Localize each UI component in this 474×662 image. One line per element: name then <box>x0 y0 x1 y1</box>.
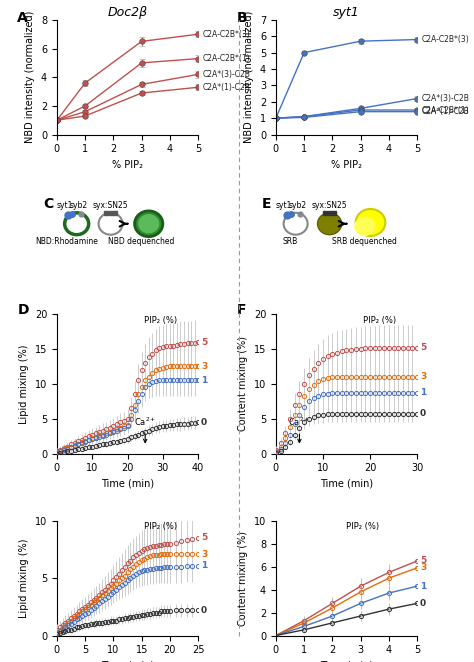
Text: SRB: SRB <box>283 238 298 246</box>
Text: C2A*(1)-C2B: C2A*(1)-C2B <box>421 107 469 116</box>
Text: syb2: syb2 <box>289 201 307 210</box>
Text: 0: 0 <box>420 599 426 608</box>
Circle shape <box>99 213 123 235</box>
Circle shape <box>138 214 159 234</box>
Text: 1: 1 <box>420 389 426 397</box>
Text: C: C <box>43 197 53 211</box>
Text: PIP₂ (%): PIP₂ (%) <box>145 522 178 531</box>
Text: E: E <box>262 197 271 211</box>
Text: C2A-C2B*(1): C2A-C2B*(1) <box>202 54 250 63</box>
Text: 5: 5 <box>420 557 426 565</box>
Y-axis label: Lipid mixing (%): Lipid mixing (%) <box>19 344 29 424</box>
Y-axis label: Lipid mixing (%): Lipid mixing (%) <box>19 538 29 618</box>
Text: C2A-C2B*(3): C2A-C2B*(3) <box>202 30 250 38</box>
Text: C2A*(1)-C2B: C2A*(1)-C2B <box>202 83 250 92</box>
Text: SRB dequenched: SRB dequenched <box>332 238 397 246</box>
X-axis label: Time (min): Time (min) <box>101 479 154 489</box>
Text: Ca$^{2+}$: Ca$^{2+}$ <box>288 416 310 442</box>
Text: syx:SN25: syx:SN25 <box>93 201 128 210</box>
Text: C2A-C2B*(3): C2A-C2B*(3) <box>421 35 469 44</box>
Text: B: B <box>237 11 247 24</box>
Circle shape <box>354 216 375 236</box>
Text: 5: 5 <box>201 338 207 347</box>
Circle shape <box>135 211 163 236</box>
Y-axis label: Content mixing (%): Content mixing (%) <box>238 531 248 626</box>
Text: 5: 5 <box>420 343 426 352</box>
Text: 3: 3 <box>420 373 426 381</box>
Y-axis label: Content mixing (%): Content mixing (%) <box>238 336 248 432</box>
Circle shape <box>318 213 342 235</box>
Text: F: F <box>237 303 246 317</box>
Y-axis label: NBD intensity (normalized): NBD intensity (normalized) <box>244 11 255 144</box>
Circle shape <box>356 209 385 236</box>
Text: PIP₂ (%): PIP₂ (%) <box>346 522 380 531</box>
Circle shape <box>283 213 308 235</box>
Text: 1: 1 <box>420 582 426 591</box>
X-axis label: % PIP₂: % PIP₂ <box>112 160 143 170</box>
Text: syx:SN25: syx:SN25 <box>312 201 347 210</box>
Text: 0: 0 <box>201 606 207 615</box>
Text: 3: 3 <box>420 563 426 573</box>
Text: C2A*(3)-C2B: C2A*(3)-C2B <box>202 70 250 79</box>
Text: 3: 3 <box>201 549 207 559</box>
X-axis label: Time (min): Time (min) <box>320 661 373 662</box>
Text: 3: 3 <box>201 362 207 371</box>
Text: syt1: syt1 <box>56 201 73 211</box>
Text: 5: 5 <box>201 534 207 542</box>
Text: NBD:Rhodamine: NBD:Rhodamine <box>36 238 98 246</box>
Text: PIP₂ (%): PIP₂ (%) <box>145 316 178 324</box>
Text: C2A*(3)-C2B: C2A*(3)-C2B <box>421 94 469 103</box>
X-axis label: % PIP₂: % PIP₂ <box>331 160 362 170</box>
Text: PIP₂ (%): PIP₂ (%) <box>364 316 397 324</box>
Text: 1: 1 <box>201 376 207 385</box>
Text: syb2: syb2 <box>70 201 88 210</box>
Text: Ca$^{2+}$: Ca$^{2+}$ <box>134 416 156 442</box>
Text: 0: 0 <box>201 418 207 427</box>
Title: syt1: syt1 <box>333 6 360 19</box>
Text: NBD dequenched: NBD dequenched <box>109 238 175 246</box>
Title: Doc2β: Doc2β <box>108 6 147 19</box>
Text: syt1: syt1 <box>275 201 292 211</box>
Text: D: D <box>18 303 29 317</box>
X-axis label: Time (min): Time (min) <box>320 479 373 489</box>
Text: A: A <box>18 11 28 24</box>
Text: 1: 1 <box>201 561 207 570</box>
X-axis label: Time (min): Time (min) <box>101 661 154 662</box>
Text: C2A-C2B*(1): C2A-C2B*(1) <box>421 105 469 115</box>
Y-axis label: NBD intensity (normalized): NBD intensity (normalized) <box>25 11 36 144</box>
Text: 0: 0 <box>420 409 426 418</box>
